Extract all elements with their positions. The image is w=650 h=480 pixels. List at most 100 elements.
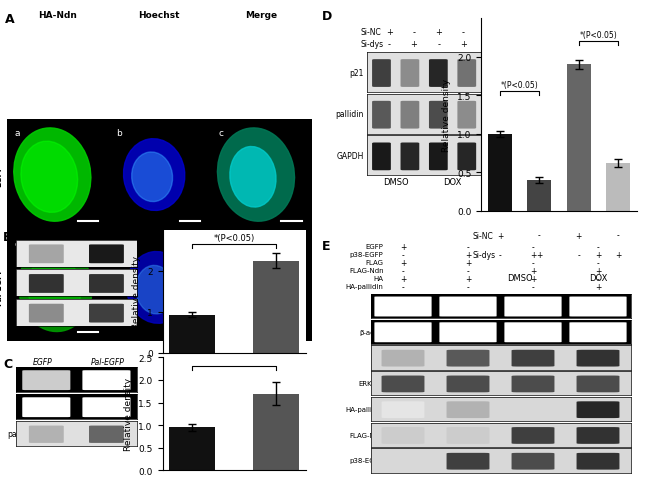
FancyBboxPatch shape: [89, 304, 124, 323]
Bar: [528, 180, 551, 211]
Text: p21: p21: [370, 303, 383, 309]
Text: f: f: [218, 239, 222, 248]
Text: -: -: [467, 242, 469, 252]
Text: -: -: [437, 40, 440, 49]
FancyBboxPatch shape: [382, 453, 424, 469]
Text: Si-dys: Si-dys: [361, 40, 384, 49]
Text: p21: p21: [44, 375, 58, 384]
Text: Si-NC: Si-NC: [361, 28, 382, 37]
FancyBboxPatch shape: [447, 350, 489, 367]
Text: EGFP: EGFP: [365, 244, 383, 250]
Text: +: +: [436, 28, 442, 37]
FancyBboxPatch shape: [382, 376, 424, 393]
Text: -: -: [617, 231, 619, 240]
Bar: [169, 315, 215, 353]
Text: -: -: [467, 266, 469, 276]
Text: DMSO: DMSO: [507, 273, 532, 282]
FancyBboxPatch shape: [577, 401, 619, 418]
FancyBboxPatch shape: [429, 143, 448, 171]
FancyBboxPatch shape: [569, 323, 627, 343]
Text: Si-dys: Si-dys: [473, 250, 495, 259]
Text: -: -: [532, 258, 534, 267]
Text: -: -: [402, 251, 404, 259]
Text: DMSO: DMSO: [383, 178, 408, 187]
Text: GAPDH: GAPDH: [31, 279, 58, 288]
FancyBboxPatch shape: [374, 297, 432, 317]
Y-axis label: Relative density: Relative density: [133, 255, 142, 328]
Text: e: e: [116, 239, 122, 248]
Text: d: d: [15, 239, 20, 248]
FancyBboxPatch shape: [29, 245, 64, 264]
Text: -: -: [577, 250, 580, 259]
Text: -: -: [467, 282, 469, 291]
Text: +: +: [465, 258, 471, 267]
Text: p21: p21: [350, 68, 364, 77]
Text: HA-pallidin: HA-pallidin: [346, 406, 384, 412]
Text: Merge: Merge: [245, 11, 277, 20]
Text: GAPDH: GAPDH: [337, 152, 364, 160]
Text: FLAG-Ndn: FLAG-Ndn: [349, 268, 384, 274]
FancyBboxPatch shape: [512, 350, 554, 367]
Text: -: -: [597, 275, 599, 283]
Text: HA-pallidin: HA-pallidin: [346, 284, 384, 290]
Text: p21: p21: [370, 355, 383, 360]
Text: Pal-EGFP: Pal-EGFP: [0, 266, 3, 305]
FancyBboxPatch shape: [400, 143, 419, 171]
Text: -: -: [532, 242, 534, 252]
Text: +: +: [595, 266, 601, 276]
FancyBboxPatch shape: [458, 143, 476, 171]
Text: C: C: [3, 358, 12, 371]
Text: +: +: [530, 251, 536, 259]
Text: +: +: [400, 242, 406, 252]
Text: p21: p21: [44, 249, 58, 258]
Text: Hoechst: Hoechst: [138, 11, 180, 20]
Text: β-actin: β-actin: [32, 402, 58, 411]
Ellipse shape: [124, 139, 185, 211]
Text: HA-Ndn: HA-Ndn: [38, 11, 77, 20]
Bar: [488, 134, 512, 211]
Text: Si-NC: Si-NC: [473, 231, 493, 240]
Text: EGFP: EGFP: [32, 230, 52, 239]
Text: DOX: DOX: [589, 273, 608, 282]
FancyBboxPatch shape: [458, 102, 476, 129]
FancyBboxPatch shape: [447, 401, 489, 418]
Text: Pal-EGFP: Pal-EGFP: [90, 358, 124, 366]
Text: +: +: [400, 275, 406, 283]
FancyBboxPatch shape: [382, 401, 424, 418]
FancyBboxPatch shape: [89, 245, 124, 264]
FancyBboxPatch shape: [29, 275, 64, 293]
Ellipse shape: [14, 129, 91, 222]
Text: *(P<0.05): *(P<0.05): [580, 31, 617, 40]
Ellipse shape: [132, 153, 172, 202]
Text: D: D: [322, 10, 332, 23]
FancyBboxPatch shape: [400, 102, 419, 129]
FancyBboxPatch shape: [439, 297, 497, 317]
Text: *(P<0.05): *(P<0.05): [500, 81, 538, 90]
FancyBboxPatch shape: [372, 102, 391, 129]
Text: p38-EGFP: p38-EGFP: [350, 457, 384, 463]
Bar: [253, 394, 299, 470]
FancyBboxPatch shape: [512, 453, 554, 469]
Text: -: -: [402, 266, 404, 276]
Text: b: b: [116, 129, 122, 138]
Y-axis label: Relative density: Relative density: [443, 79, 451, 152]
Text: +: +: [465, 275, 471, 283]
FancyBboxPatch shape: [22, 397, 70, 417]
FancyBboxPatch shape: [512, 376, 554, 393]
FancyBboxPatch shape: [577, 427, 619, 444]
FancyBboxPatch shape: [439, 323, 497, 343]
Text: B: B: [3, 230, 13, 243]
FancyBboxPatch shape: [29, 304, 64, 323]
FancyBboxPatch shape: [89, 275, 124, 293]
Ellipse shape: [136, 266, 175, 314]
Text: -: -: [532, 282, 534, 291]
Ellipse shape: [235, 262, 280, 319]
FancyBboxPatch shape: [569, 297, 627, 317]
Text: pallidin-EGFP: pallidin-EGFP: [8, 308, 58, 317]
Text: -: -: [462, 28, 465, 37]
Text: -: -: [388, 40, 391, 49]
FancyBboxPatch shape: [89, 426, 124, 443]
Text: -: -: [499, 250, 501, 259]
FancyBboxPatch shape: [29, 426, 64, 443]
Text: +: +: [530, 275, 536, 283]
